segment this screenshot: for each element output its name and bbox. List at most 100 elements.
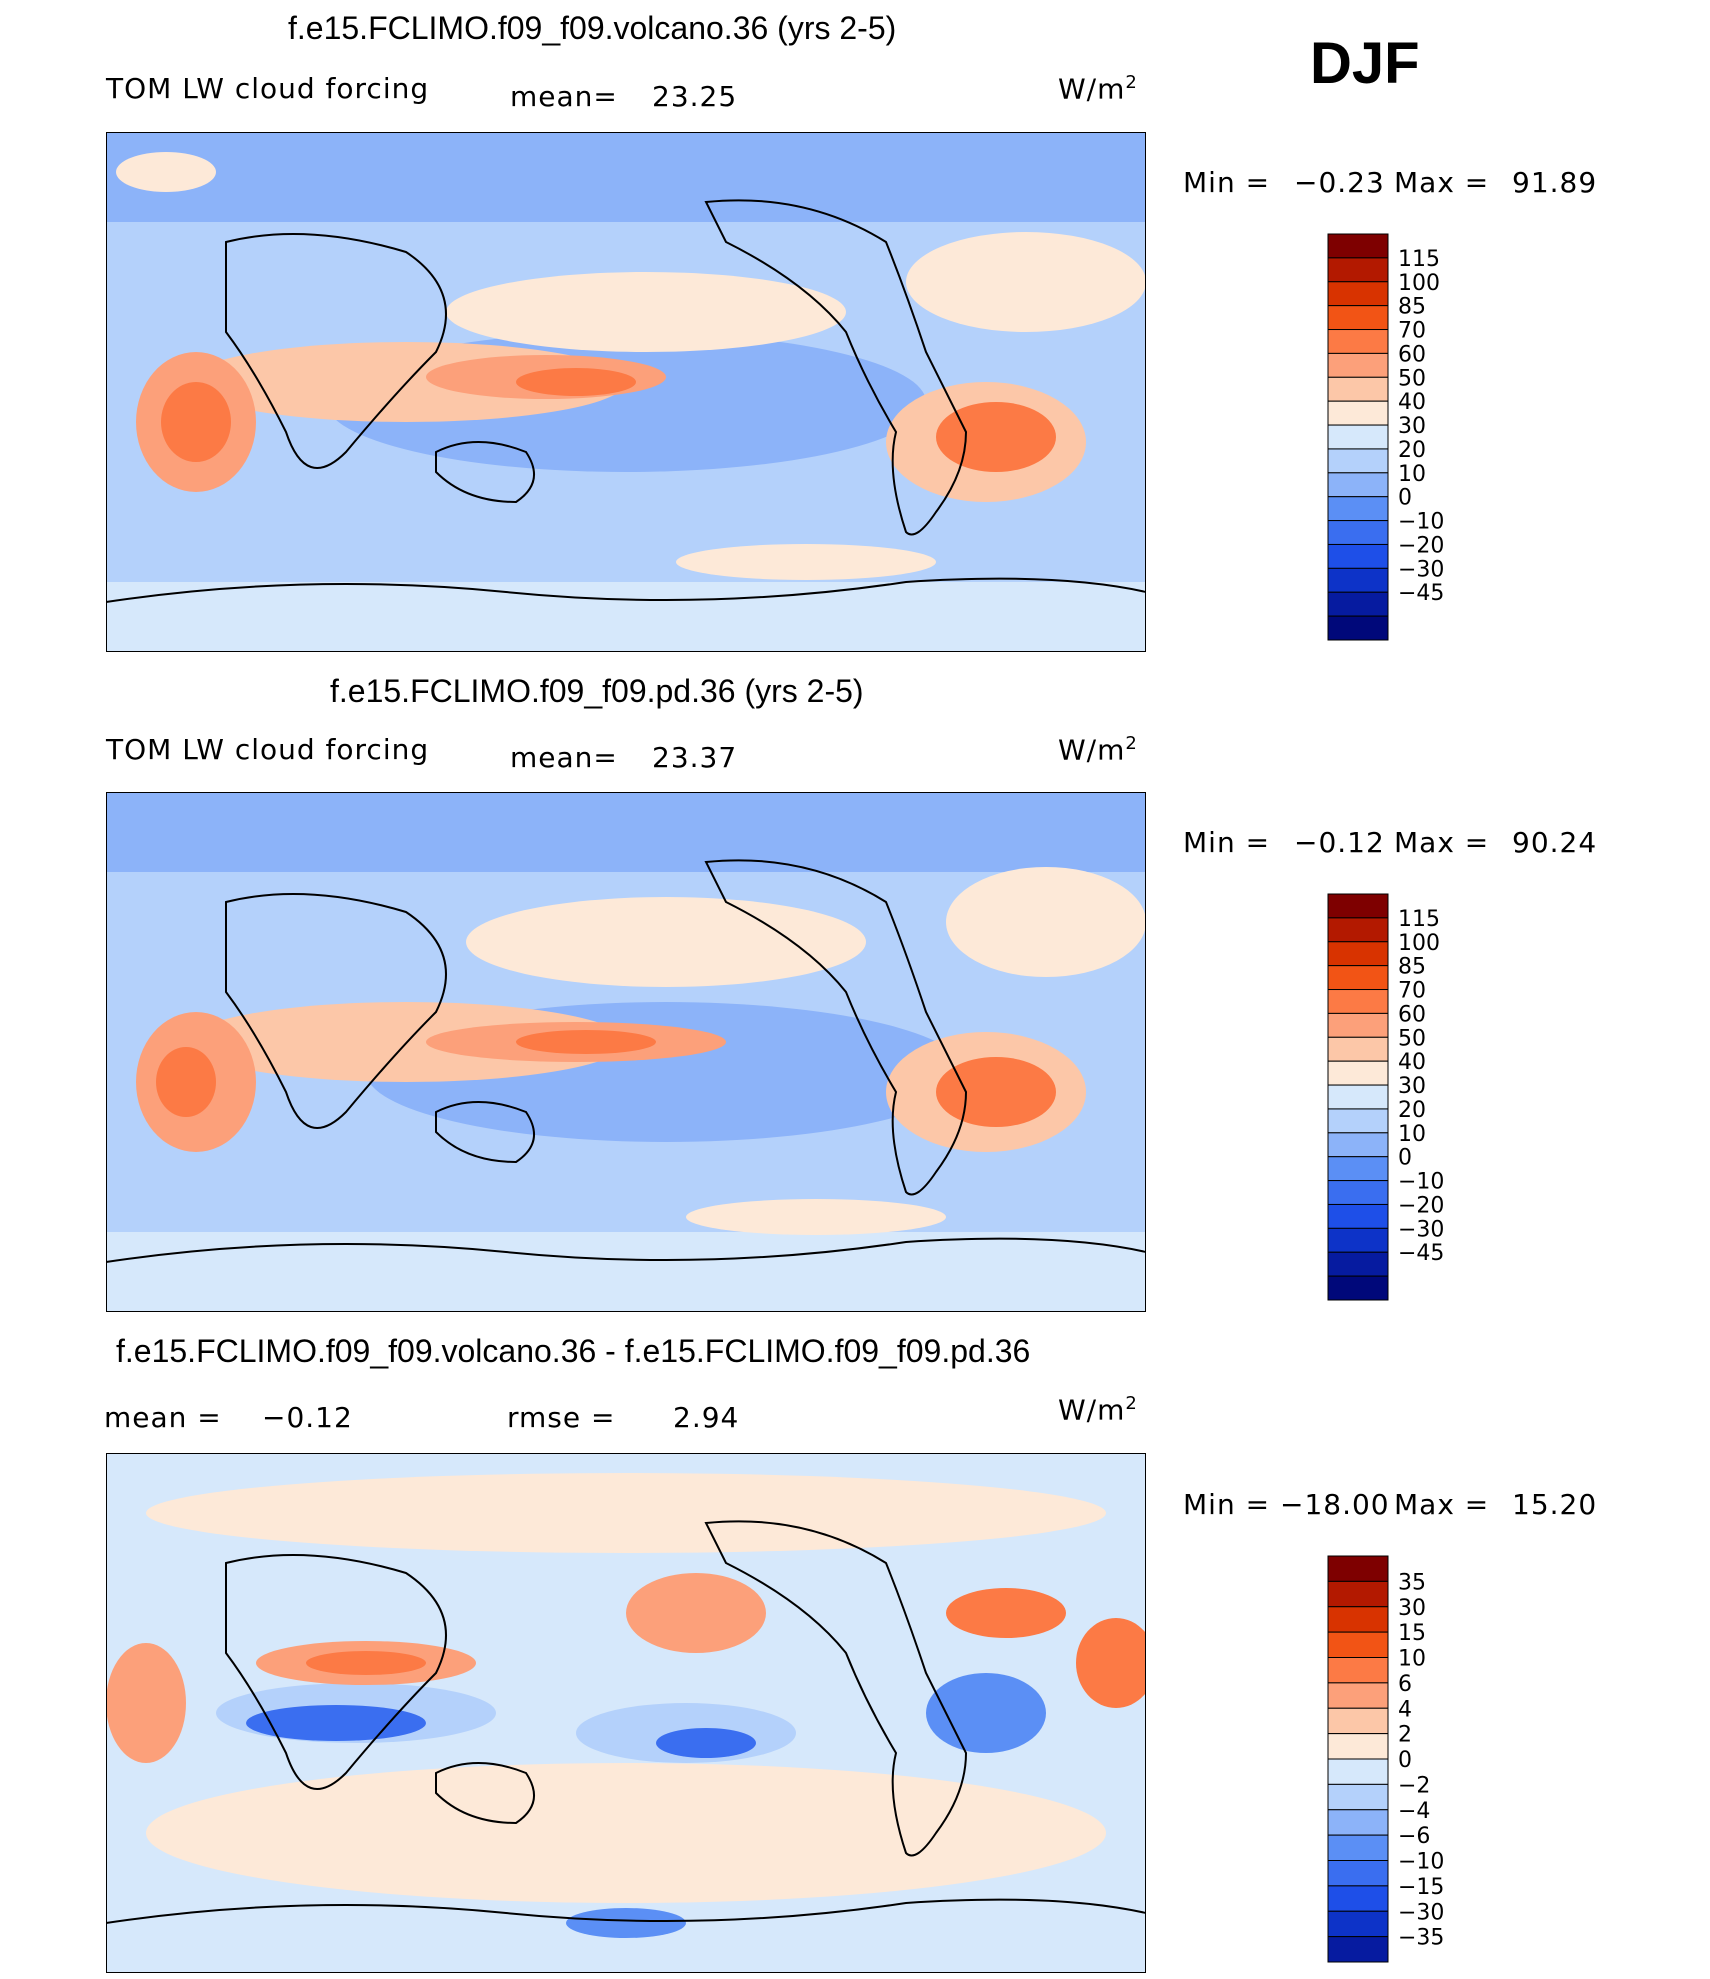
panel-2-mean-value: 23.37 — [652, 741, 738, 774]
colorbar-tick-label: 2 — [1398, 1723, 1412, 1748]
panel-1-max-label: Max = — [1394, 166, 1490, 199]
colorbar-tick-label: −10 — [1398, 1170, 1444, 1195]
colorbar-tick-label: 100 — [1398, 271, 1440, 296]
colorbar-tick-label: −10 — [1398, 1850, 1444, 1875]
colorbar-swatch — [1327, 1910, 1389, 1938]
colorbar-tick-label: 4 — [1398, 1697, 1412, 1722]
panel-3-title: f.e15.FCLIMO.f09_f09.volcano.36 - f.e15.… — [116, 1333, 1031, 1369]
colorbar-tick-label: 115 — [1398, 247, 1440, 272]
panel-3-mean-value: −0.12 — [262, 1401, 353, 1434]
colorbar-swatch — [1327, 424, 1389, 450]
panel-2-variable-label: TOM LW cloud forcing — [106, 733, 430, 766]
colorbar-tick-label: −20 — [1398, 1193, 1444, 1218]
colorbar-swatch — [1327, 1860, 1389, 1887]
colorbar-swatch — [1327, 448, 1389, 474]
colorbar-swatch — [1327, 305, 1389, 331]
season-label: DJF — [1310, 31, 1420, 96]
colorbar-swatch — [1327, 1631, 1389, 1658]
panel-2-units: W/m2 — [1058, 733, 1138, 767]
colorbar-swatch — [1327, 615, 1389, 641]
colorbar-swatch — [1327, 567, 1389, 593]
colorbar-swatch — [1327, 941, 1389, 967]
colorbar-swatch — [1327, 1809, 1389, 1836]
colorbar-swatch — [1327, 520, 1389, 545]
panel-2-map — [106, 792, 1146, 1312]
panel-3-max-label: Max = — [1394, 1488, 1490, 1521]
colorbar-swatch — [1327, 1580, 1389, 1608]
colorbar-swatch — [1327, 233, 1389, 259]
panel-1-title: f.e15.FCLIMO.f09_f09.volcano.36 (yrs 2-5… — [288, 10, 897, 46]
panel-2-title: f.e15.FCLIMO.f09_f09.pd.36 (yrs 2-5) — [330, 673, 864, 709]
colorbar-swatch — [1327, 1682, 1389, 1709]
colorbar-swatch — [1327, 257, 1389, 283]
colorbar-tick-label: 10 — [1398, 1647, 1426, 1672]
colorbar-tick-label: −20 — [1398, 533, 1444, 558]
colorbar-tick-label: 50 — [1398, 366, 1426, 391]
panel-1-min-label: Min = — [1183, 166, 1271, 199]
colorbar-swatch — [1327, 1084, 1389, 1110]
colorbar-swatch — [1327, 591, 1389, 617]
colorbar-swatch — [1327, 1555, 1389, 1582]
colorbar-swatch — [1327, 329, 1389, 354]
colorbar-tick-label: 85 — [1398, 295, 1426, 320]
panel-1-units: W/m2 — [1058, 72, 1138, 106]
colorbar-swatch — [1327, 1108, 1389, 1134]
colorbar-swatch — [1327, 1885, 1389, 1912]
colorbar-swatch — [1327, 989, 1389, 1014]
colorbar-tick-label: 10 — [1398, 462, 1426, 487]
colorbar-swatch — [1327, 1036, 1389, 1062]
colorbar-tick-label: 20 — [1398, 438, 1426, 463]
colorbar-swatch — [1327, 1275, 1389, 1301]
colorbar-tick-label: −10 — [1398, 510, 1444, 535]
colorbar-swatch — [1327, 496, 1389, 522]
colorbar-tick-label: 30 — [1398, 1596, 1426, 1621]
colorbar-tick-label: 70 — [1398, 319, 1426, 344]
colorbar-tick-label: 6 — [1398, 1672, 1412, 1697]
colorbar-swatch — [1327, 1012, 1389, 1038]
colorbar-tick-label: 15 — [1398, 1621, 1426, 1646]
colorbar-tick-label: 30 — [1398, 414, 1426, 439]
colorbar-tick-label: −15 — [1398, 1875, 1444, 1900]
colorbar-swatch — [1327, 1060, 1389, 1086]
panel-2-min-value: −0.12 — [1294, 826, 1385, 859]
panel-1-min-value: −0.23 — [1294, 166, 1385, 199]
panel-2-max-value: 90.24 — [1512, 826, 1598, 859]
colorbar-tick-label: 35 — [1398, 1570, 1426, 1595]
colorbar-swatch — [1327, 281, 1389, 307]
panel-3-units: W/m2 — [1058, 1393, 1138, 1427]
colorbar-swatch — [1327, 1657, 1389, 1684]
colorbar-tick-label: −2 — [1398, 1773, 1430, 1798]
colorbar-swatch — [1327, 1783, 1389, 1811]
panel-1-map — [106, 132, 1146, 652]
colorbar-swatch — [1327, 1203, 1389, 1229]
colorbar-tick-label: −30 — [1398, 1900, 1444, 1925]
panel-3-map — [106, 1453, 1146, 1973]
colorbar-tick-label: 30 — [1398, 1074, 1426, 1099]
colorbar-swatch — [1327, 543, 1389, 569]
panel-3-rmse-label: rmse = — [507, 1401, 616, 1434]
panel-3-rmse-value: 2.94 — [673, 1401, 740, 1434]
colorbar-tick-label: −45 — [1398, 581, 1444, 606]
colorbar-swatch — [1327, 1936, 1389, 1963]
panel-3-max-value: 15.20 — [1512, 1488, 1598, 1521]
colorbar-tick-label: −30 — [1398, 557, 1444, 582]
colorbar-tick-label: 85 — [1398, 955, 1426, 980]
colorbar-swatch — [1327, 1834, 1389, 1861]
panel-2-max-label: Max = — [1394, 826, 1490, 859]
colorbar-tick-label: 70 — [1398, 979, 1426, 1004]
colorbar-tick-label: −30 — [1398, 1217, 1444, 1242]
colorbar-tick-label: −35 — [1398, 1926, 1444, 1951]
colorbar-swatch — [1327, 1227, 1389, 1253]
colorbar-swatch — [1327, 1606, 1389, 1633]
colorbar-swatch — [1327, 1180, 1389, 1205]
colorbar-swatch — [1327, 1251, 1389, 1277]
colorbar-tick-label: −4 — [1398, 1799, 1430, 1824]
colorbar-tick-label: 40 — [1398, 1050, 1426, 1075]
colorbar-tick-label: 20 — [1398, 1098, 1426, 1123]
colorbar-tick-label: 10 — [1398, 1122, 1426, 1147]
panel-3-min-label: Min = — [1183, 1488, 1271, 1521]
colorbar-tick-label: 115 — [1398, 907, 1440, 932]
